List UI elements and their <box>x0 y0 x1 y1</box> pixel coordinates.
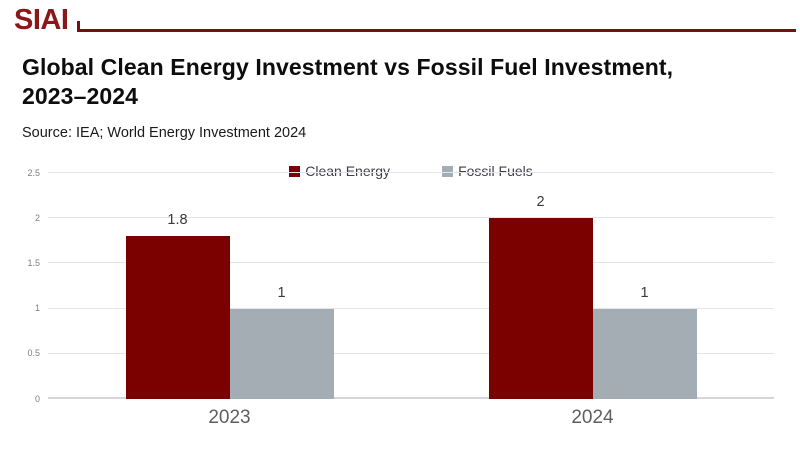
bar-value-label: 2 <box>536 194 545 211</box>
bar-value-label: 1 <box>277 284 286 301</box>
y-axis-tick-label: 1 <box>34 303 40 314</box>
y-axis-tick-label: 2 <box>34 212 40 223</box>
bar-value-label: 1.8 <box>167 212 188 229</box>
gridline <box>48 262 774 264</box>
page-title: Global Clean Energy Investment vs Fossil… <box>22 53 796 111</box>
legend-item-clean-energy: Clean Energy <box>289 163 390 179</box>
source-label: Source: IEA; World Energy Investment 202… <box>22 125 307 141</box>
gridline <box>48 172 774 173</box>
legend-label-clean-energy: Clean Energy <box>305 163 391 179</box>
bar-chart: Clean Energy Fossil Fuels 0 0.5 1 1.5 2 2.5 1.… <box>27 163 774 428</box>
bar-clean-energy-2023 <box>125 236 230 399</box>
fossil-fuels-swatch-icon <box>442 165 454 177</box>
page-title-line1: Global Clean Energy Investment vs Fossil… <box>22 54 674 80</box>
x-axis-label-2024: 2024 <box>571 407 614 428</box>
y-axis-tick-label: 0.5 <box>27 348 40 359</box>
chart-legend: Clean Energy Fossil Fuels <box>48 160 774 182</box>
bar-value-label: 1 <box>640 284 649 301</box>
brand-logo: SIAI <box>14 4 69 36</box>
y-axis-tick-label: 1.5 <box>27 257 40 268</box>
legend-item-fossil-fuels: Fossil Fuels <box>442 163 533 179</box>
clean-energy-swatch-icon <box>289 165 301 177</box>
gridline <box>48 217 774 219</box>
bar-fossil-fuels-2024 <box>592 308 697 399</box>
x-axis-label-2023: 2023 <box>208 407 251 428</box>
legend-label-fossil-fuels: Fossil Fuels <box>458 163 533 179</box>
y-axis-tick-label: 2.5 <box>27 167 40 178</box>
gridline <box>48 307 774 309</box>
bar-fossil-fuels-2023 <box>229 308 334 399</box>
bar-clean-energy-2024 <box>488 218 593 399</box>
brand-rule <box>77 21 796 32</box>
gridline <box>48 352 774 354</box>
x-axis-line <box>48 397 774 399</box>
page-title-line2: 2023–2024 <box>22 83 139 109</box>
y-axis-tick-label: 0 <box>34 393 40 404</box>
